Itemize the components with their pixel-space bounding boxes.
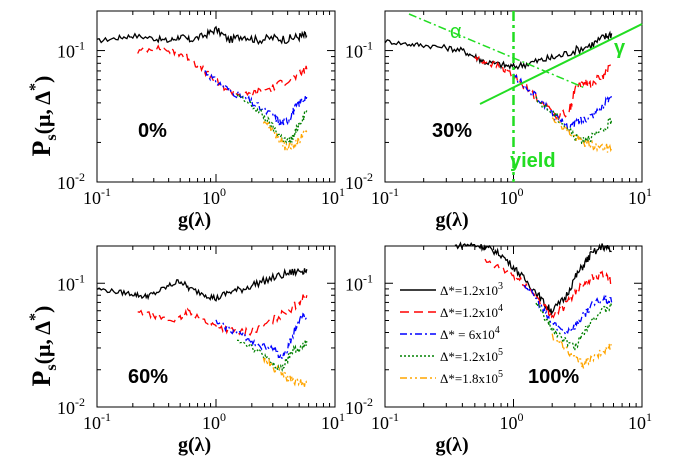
series-line-1 [384,30,613,70]
series-line-3 [523,285,613,336]
alpha-fit-line [408,13,586,89]
series-line-2 [474,55,613,122]
series-line-5 [551,333,612,369]
series-line-4 [535,300,613,353]
x-tick-label: 100 [202,410,226,433]
y-tick-label: 10-2 [345,395,373,418]
x-tick-label: 101 [321,410,345,433]
gamma-fit-line [479,23,643,105]
y-tick-label: 10-1 [57,271,85,294]
x-axis-label: g(λ) [436,209,469,231]
series-line-2 [484,258,613,319]
panel-4: 10-1 100 10110-210-1100%g(λ)Δ*=1.2x103Δ*=1… [345,241,652,456]
series-line-5 [551,117,613,153]
x-tick-label: 10-1 [371,410,399,433]
y-axis-label: Ps(μ, Δ*) [27,306,60,387]
series-line-1 [96,267,308,302]
y-axis-label: Ps(μ, Δ*) [27,76,60,157]
panel-label: 0% [138,120,167,142]
panel-label: 30% [432,120,472,142]
series-line-4 [535,96,613,145]
x-axis-label: g(λ) [178,209,211,231]
panel-label: 60% [128,366,168,388]
y-tick-label: 10-1 [345,39,373,62]
gamma-label: γ [614,37,626,59]
plot-frame [384,245,643,408]
series-line-2 [137,294,308,337]
x-tick-label: 101 [628,185,652,208]
y-tick-label: 10-1 [345,271,373,294]
legend: Δ*=1.2x103 Δ*=1.2x104 Δ* = 6x104 Δ*=1.2x105… [400,281,503,386]
series-line-5 [262,357,308,388]
panel-label: 100% [528,366,579,388]
x-tick-label: 100 [500,185,524,208]
series-line-4 [236,339,308,372]
series-line-1 [454,241,612,316]
x-tick-label: 10-1 [83,410,111,433]
legend-label: Δ*=1.2x105 [440,347,503,364]
alpha-label: α [450,21,462,43]
series-line-3 [215,312,308,361]
x-tick-label: 10-1 [83,185,111,208]
series-line-1 [96,25,308,46]
x-tick-label: 100 [202,185,226,208]
x-axis-label: g(λ) [178,434,211,456]
y-tick-label: 10-1 [57,39,85,62]
legend-label: Δ*=1.8x105 [440,369,503,386]
x-axis-label: g(λ) [436,434,469,456]
y-tick-label: 10-2 [57,170,85,193]
x-tick-label: 10-1 [371,185,399,208]
x-tick-label: 101 [321,185,345,208]
y-tick-label: 10-2 [345,170,373,193]
legend-label: Δ*=1.2x104 [440,303,503,320]
legend-label: Δ* = 6x104 [440,325,500,342]
x-tick-label: 101 [628,410,652,433]
x-tick-label: 100 [500,410,524,433]
series-line-2 [137,44,308,99]
series-line-3 [204,70,308,126]
yield-label: yield [510,150,556,172]
series-line-3 [512,73,613,133]
legend-label: Δ*=1.2x103 [440,281,503,298]
y-tick-label: 10-2 [57,395,85,418]
series-line-4 [236,94,308,145]
